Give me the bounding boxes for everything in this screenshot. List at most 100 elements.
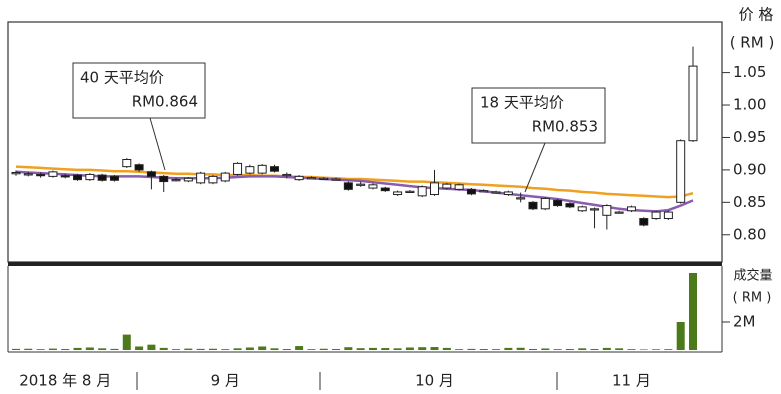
volume-bar [36, 349, 45, 350]
y2-tick-label: 2M [733, 313, 756, 331]
volume-bar [356, 348, 365, 350]
volume-bar [270, 348, 279, 350]
volume-bar [430, 347, 439, 350]
candle-body [171, 179, 181, 182]
candle-body [257, 164, 267, 174]
candle-body [503, 191, 513, 196]
candle-body [97, 174, 107, 181]
volume-bar [689, 273, 697, 350]
volume-bar [528, 349, 537, 350]
candle-body [466, 188, 476, 195]
x-tick-label: 2018 年 8 月 [19, 372, 111, 390]
volume-bar [73, 347, 82, 350]
volume-bar [61, 349, 70, 350]
candle-body [417, 186, 427, 197]
panel-divider [8, 262, 722, 266]
y-tick-label: 0.95 [733, 128, 766, 146]
candle-body [269, 166, 279, 172]
volume-bar [393, 348, 402, 350]
volume-bar [455, 349, 464, 350]
candle-body [245, 166, 255, 174]
volume-bar [565, 349, 574, 350]
x-tick-label: 9 月 [211, 372, 240, 390]
candle-body [60, 175, 70, 178]
candle-body [36, 173, 46, 177]
annotation-text: 18 天平均价 [480, 94, 564, 112]
candle-body [109, 175, 119, 181]
volume-bar [553, 349, 562, 350]
candle-body [220, 172, 230, 182]
y-tick-label: 0.85 [733, 193, 766, 211]
volume-bar [639, 349, 648, 350]
price-axis-label: 价 格 [739, 6, 774, 24]
candle-body [368, 184, 378, 189]
annotation-box [471, 87, 606, 144]
volume-bar [24, 348, 33, 350]
candle-body [282, 173, 292, 177]
volume-bar [245, 347, 254, 350]
candle-body [196, 172, 206, 184]
candle-body [663, 211, 673, 220]
candle-body [380, 187, 390, 192]
candle-body [393, 191, 403, 196]
volume-bar [110, 348, 119, 350]
x-tick-label: 11 月 [612, 372, 651, 390]
moving-average-line [15, 165, 694, 199]
candle-body [454, 184, 464, 190]
volume-bar [307, 349, 316, 350]
volume-bar [578, 348, 587, 350]
candle-body [208, 175, 218, 184]
candle-body [676, 140, 686, 203]
volume-bar [627, 349, 636, 350]
price-axis-unit: ( RM ) [730, 34, 775, 52]
volume-bar [344, 347, 353, 350]
candle-body [306, 177, 316, 180]
y-tick-label: 0.80 [733, 225, 766, 243]
volume-bar [516, 347, 525, 350]
candle-body [48, 171, 58, 177]
candle-body [85, 173, 95, 181]
candle-body [590, 208, 600, 211]
candle-body [23, 173, 33, 176]
annotation-pointer [149, 117, 166, 171]
candle-body [614, 211, 624, 214]
volume-bar [602, 347, 611, 350]
candle-body [343, 182, 353, 190]
volume-bar [295, 346, 304, 350]
candle-body [516, 197, 526, 200]
candle-body [479, 190, 489, 193]
volume-bar [405, 347, 414, 350]
candle-body [183, 177, 193, 182]
candle-body [11, 171, 21, 175]
volume-bar [381, 348, 390, 350]
candle-body [430, 182, 440, 196]
candle-body [639, 218, 649, 226]
candle-body [73, 174, 83, 181]
volume-bar [135, 346, 144, 350]
y-tick-label: 1.05 [733, 63, 766, 81]
volume-bar [172, 349, 181, 350]
candle-body [577, 206, 587, 212]
volume-bar [282, 349, 291, 350]
candle-body [356, 183, 366, 186]
y-tick-label: 1.00 [733, 96, 766, 114]
candle-body [134, 164, 144, 171]
candle-body [626, 206, 636, 212]
volume-bar [442, 347, 451, 350]
volume-bar [590, 349, 599, 350]
annotation-text: RM0.853 [532, 118, 598, 136]
volume-bar [208, 348, 217, 350]
volume-bar [418, 347, 427, 350]
volume-bar [652, 349, 661, 350]
volume-bar [541, 348, 550, 350]
candle-body [442, 183, 452, 189]
volume-bar [85, 347, 94, 350]
volume-bar [479, 349, 488, 350]
volume-bar [615, 348, 624, 350]
candle-body [491, 191, 501, 194]
volume-bar [147, 344, 156, 350]
candle-body [688, 65, 698, 142]
volume-bar [368, 347, 377, 350]
